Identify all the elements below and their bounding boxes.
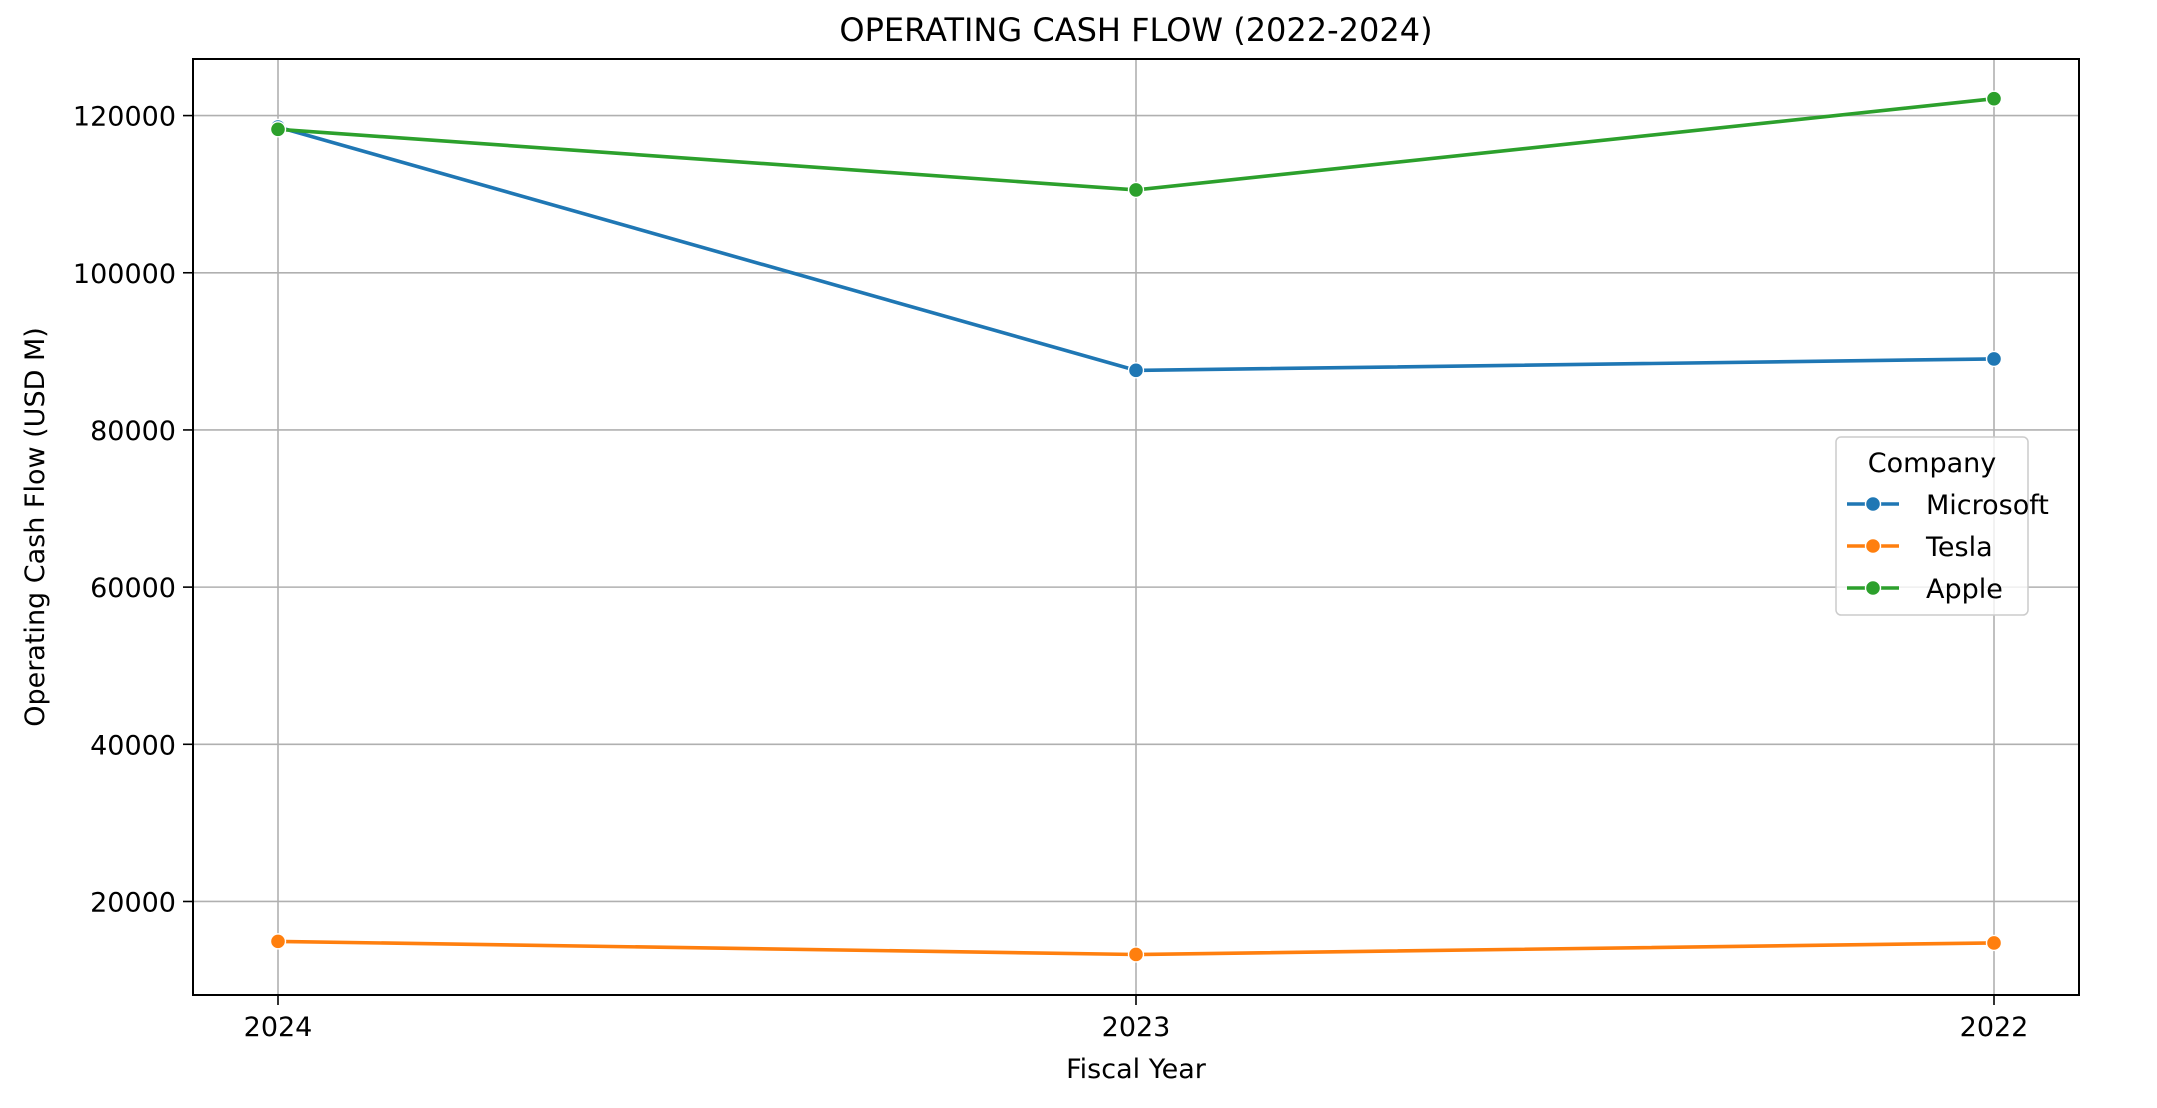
y-tick-label: 100000 [73,259,176,290]
x-tick-label: 2022 [1960,1012,2029,1043]
y-tick-label: 80000 [90,416,176,447]
legend-title: Company [1868,448,1996,479]
legend: Company Microsoft Tesla Apple [1835,436,2049,616]
legend-box [1835,436,2029,616]
legend-label: Microsoft [1926,490,2049,521]
data-point-apple [1127,181,1145,199]
data-point-apple [1985,90,2003,107]
data-point-microsoft [1985,350,2003,368]
legend-marker-swatch [1864,579,1882,597]
data-point-tesla [1127,946,1145,963]
chart-title: OPERATING CASH FLOW (2022-2024) [839,11,1432,49]
grid-lines [193,59,2079,995]
data-point-apple [269,121,287,138]
axes: 2024 2023 2022 20000 40000 60000 80000 100000 12… [73,102,2028,1043]
legend-items: Microsoft Tesla Apple [1847,490,2049,605]
y-tick-label: 120000 [73,102,176,133]
data-point-tesla [1985,934,2003,952]
legend-label: Apple [1926,574,2003,605]
legend-marker-swatch [1864,495,1882,513]
y-tick-label: 60000 [90,573,176,604]
x-tick-label: 2024 [244,1012,313,1043]
data-point-tesla [269,933,287,950]
y-tick-label: 20000 [90,887,176,918]
x-tick-label: 2023 [1102,1012,1171,1043]
x-axis-label: Fiscal Year [1066,1054,1207,1085]
legend-label: Tesla [1925,532,1993,563]
legend-item-microsoft: Microsoft [1847,490,2049,521]
y-axis-label: Operating Cash Flow (USD M) [20,327,51,727]
legend-item-tesla: Tesla [1847,532,1993,563]
legend-item-apple: Apple [1847,574,2003,605]
legend-marker-swatch [1864,537,1882,555]
y-tick-label: 40000 [90,730,176,761]
series-lines [269,90,2003,963]
data-point-microsoft [1127,362,1145,379]
